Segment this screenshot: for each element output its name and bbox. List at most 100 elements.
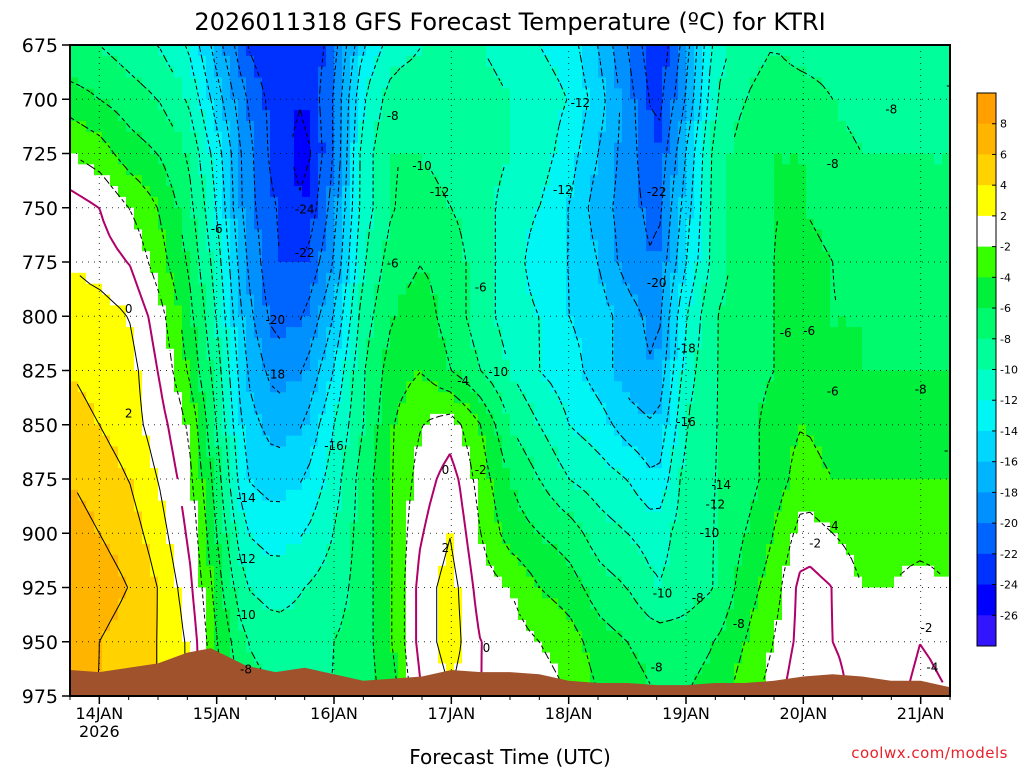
heatmap-cell — [126, 110, 135, 122]
heatmap-cell — [70, 175, 79, 187]
heatmap-cell — [862, 99, 871, 111]
heatmap-cell — [414, 66, 423, 79]
heatmap-cell — [254, 218, 263, 231]
heatmap-cell — [390, 457, 399, 469]
heatmap-cell — [166, 88, 175, 100]
heatmap-cell — [534, 294, 543, 306]
heatmap-cell — [918, 283, 927, 296]
heatmap-cell — [606, 381, 615, 393]
heatmap-cell — [166, 77, 175, 89]
heatmap-cell — [286, 120, 295, 133]
heatmap-cell — [750, 424, 759, 437]
heatmap-cell — [294, 359, 303, 372]
heatmap-cell — [710, 251, 719, 263]
heatmap-cell — [382, 77, 391, 89]
heatmap-cell — [694, 66, 703, 79]
heatmap-cell — [918, 500, 927, 513]
heatmap-cell — [94, 229, 103, 241]
heatmap-cell — [694, 120, 703, 133]
heatmap-cell — [142, 196, 151, 209]
heatmap-cell — [806, 207, 815, 220]
heatmap-cell — [206, 370, 215, 382]
heatmap-cell — [142, 110, 151, 122]
heatmap-cell — [78, 457, 87, 469]
heatmap-cell — [198, 359, 207, 372]
heatmap-cell — [214, 196, 223, 209]
heatmap-cell — [678, 446, 687, 458]
heatmap-cell — [334, 359, 343, 372]
heatmap-cell — [934, 240, 943, 252]
heatmap-cell — [222, 489, 231, 502]
heatmap-cell — [350, 457, 359, 469]
heatmap-cell — [694, 446, 703, 458]
heatmap-cell — [286, 294, 295, 306]
heatmap-cell — [510, 186, 519, 198]
heatmap-cell — [734, 251, 743, 263]
heatmap-cell — [174, 229, 183, 241]
heatmap-cell — [110, 55, 119, 68]
heatmap-cell — [102, 403, 111, 415]
heatmap-cell — [526, 337, 535, 350]
heatmap-cell — [118, 316, 127, 328]
heatmap-cell — [822, 359, 831, 372]
heatmap-cell — [398, 218, 407, 231]
heatmap-cell — [782, 66, 791, 79]
heatmap-cell — [486, 446, 495, 458]
heatmap-cell — [702, 348, 711, 361]
heatmap-cell — [590, 283, 599, 296]
heatmap-cell — [374, 131, 383, 144]
heatmap-cell — [654, 327, 663, 339]
heatmap-cell — [534, 316, 543, 328]
heatmap-cell — [518, 370, 527, 382]
heatmap-cell — [886, 207, 895, 220]
heatmap-cell — [854, 337, 863, 350]
heatmap-cell — [806, 77, 815, 89]
heatmap-cell — [758, 153, 767, 165]
heatmap-cell — [766, 316, 775, 328]
heatmap-cell — [830, 110, 839, 122]
heatmap-cell — [814, 196, 823, 209]
heatmap-cell — [574, 66, 583, 79]
heatmap-cell — [150, 229, 159, 241]
heatmap-cell — [558, 272, 567, 285]
heatmap-cell — [886, 66, 895, 79]
heatmap-cell — [118, 337, 127, 350]
heatmap-cell — [678, 316, 687, 328]
heatmap-cell — [934, 413, 943, 426]
heatmap-cell — [118, 359, 127, 372]
heatmap-cell — [438, 251, 447, 263]
heatmap-cell — [454, 316, 463, 328]
heatmap-cell — [206, 522, 215, 534]
heatmap-cell — [390, 283, 399, 296]
heatmap-cell — [174, 66, 183, 79]
heatmap-cell — [374, 370, 383, 382]
heatmap-cell — [774, 272, 783, 285]
heatmap-cell — [646, 381, 655, 393]
heatmap-cell — [870, 262, 879, 274]
heatmap-cell — [718, 175, 727, 187]
heatmap-cell — [774, 240, 783, 252]
heatmap-cell — [694, 500, 703, 513]
heatmap-cell — [670, 251, 679, 263]
heatmap-cell — [78, 424, 87, 437]
heatmap-cell — [702, 175, 711, 187]
heatmap-cell — [318, 522, 327, 534]
heatmap-cell — [814, 88, 823, 100]
heatmap-cell — [486, 424, 495, 437]
heatmap-cell — [438, 240, 447, 252]
heatmap-cell — [862, 229, 871, 241]
heatmap-cell — [646, 392, 655, 404]
heatmap-cell — [406, 110, 415, 122]
heatmap-cell — [430, 489, 439, 502]
heatmap-cell — [590, 88, 599, 100]
heatmap-cell — [350, 229, 359, 241]
heatmap-cell — [454, 327, 463, 339]
heatmap-cell — [926, 207, 935, 220]
heatmap-cell — [718, 218, 727, 231]
heatmap-cell — [334, 294, 343, 306]
heatmap-cell — [134, 457, 143, 469]
heatmap-cell — [174, 153, 183, 165]
heatmap-cell — [430, 45, 439, 57]
heatmap-cell — [814, 55, 823, 68]
heatmap-cell — [646, 272, 655, 285]
